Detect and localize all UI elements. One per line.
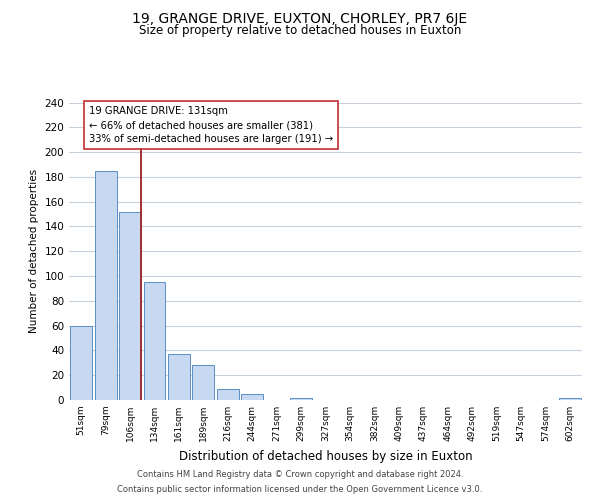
Bar <box>241 394 263 400</box>
Bar <box>168 354 190 400</box>
Text: Size of property relative to detached houses in Euxton: Size of property relative to detached ho… <box>139 24 461 37</box>
Bar <box>143 282 166 400</box>
Text: Contains HM Land Registry data © Crown copyright and database right 2024.: Contains HM Land Registry data © Crown c… <box>137 470 463 479</box>
Text: 19, GRANGE DRIVE, EUXTON, CHORLEY, PR7 6JE: 19, GRANGE DRIVE, EUXTON, CHORLEY, PR7 6… <box>133 12 467 26</box>
Y-axis label: Number of detached properties: Number of detached properties <box>29 169 39 334</box>
Bar <box>95 170 116 400</box>
Bar <box>217 389 239 400</box>
Bar <box>70 326 92 400</box>
Bar <box>290 398 312 400</box>
Text: 19 GRANGE DRIVE: 131sqm
← 66% of detached houses are smaller (381)
33% of semi-d: 19 GRANGE DRIVE: 131sqm ← 66% of detache… <box>89 106 332 144</box>
Bar <box>559 398 581 400</box>
Text: Contains public sector information licensed under the Open Government Licence v3: Contains public sector information licen… <box>118 485 482 494</box>
Bar <box>193 366 214 400</box>
Bar <box>119 212 141 400</box>
X-axis label: Distribution of detached houses by size in Euxton: Distribution of detached houses by size … <box>179 450 472 462</box>
